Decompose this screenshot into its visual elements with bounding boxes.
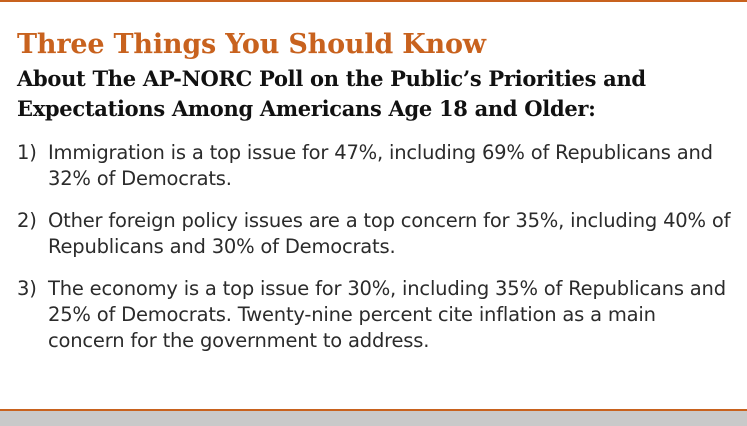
finding-item-1: 1) Immigration is a top issue for 47%, i… [17, 140, 732, 192]
page-title: Three Things You Should Know [17, 29, 486, 60]
findings-list: 1) Immigration is a top issue for 47%, i… [17, 140, 732, 354]
finding-text: Other foreign policy issues are a top co… [48, 209, 731, 258]
top-accent-rule [0, 0, 747, 2]
key-findings-box: Three Things You Should Know About The A… [17, 28, 732, 370]
finding-number: 2) [17, 209, 37, 232]
bottom-accent-rule [0, 409, 747, 411]
finding-item-2: 2) Other foreign policy issues are a top… [17, 208, 732, 260]
footer-bar [0, 409, 747, 426]
finding-item-3: 3) The economy is a top issue for 30%, i… [17, 276, 732, 354]
page-subtitle: About The AP-NORC Poll on the Public’s P… [17, 66, 646, 121]
finding-text: Immigration is a top issue for 47%, incl… [48, 141, 713, 190]
finding-number: 1) [17, 141, 37, 164]
finding-number: 3) [17, 277, 37, 300]
finding-text: The economy is a top issue for 30%, incl… [48, 277, 726, 352]
